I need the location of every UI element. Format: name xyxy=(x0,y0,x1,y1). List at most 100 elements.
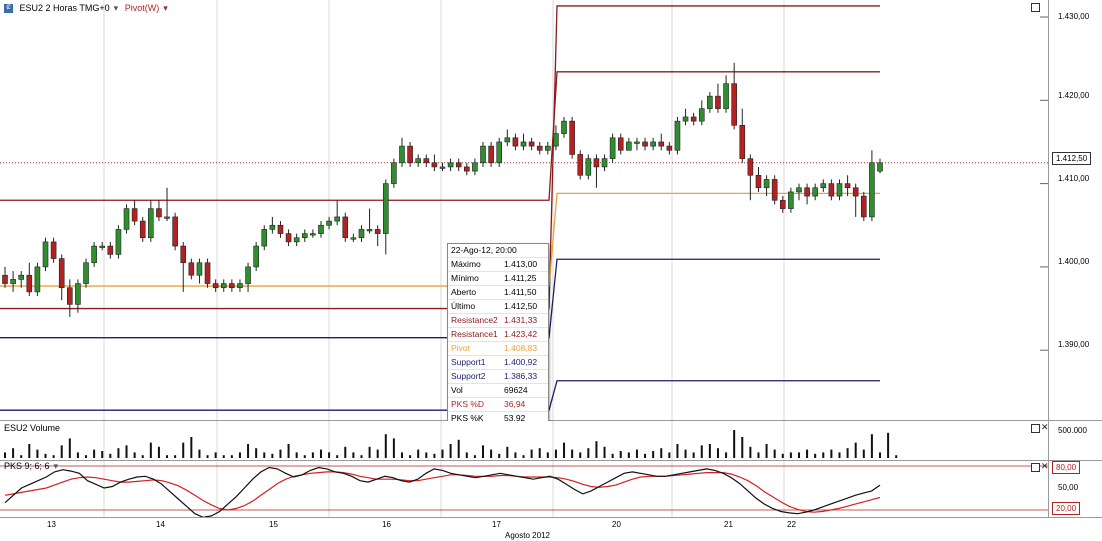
stochastic-maximize-icon[interactable] xyxy=(1031,463,1040,472)
indicator-dropdown-icon[interactable]: ▾ xyxy=(163,3,168,13)
volume-bar xyxy=(708,444,711,458)
candle-body xyxy=(464,166,470,172)
volume-bar xyxy=(360,455,363,458)
candle-body xyxy=(536,145,543,151)
volume-bar xyxy=(20,455,23,458)
candle-body xyxy=(156,208,162,218)
candle-body xyxy=(650,141,656,147)
candle-body xyxy=(164,216,170,219)
volume-bar xyxy=(814,453,817,458)
candle-body xyxy=(391,162,397,184)
volume-bar xyxy=(303,455,306,458)
symbol-dropdown-icon[interactable]: ▾ xyxy=(113,3,119,13)
candle-body xyxy=(723,83,729,109)
candle-body xyxy=(34,266,41,293)
candle-body xyxy=(455,162,462,168)
candle-body xyxy=(447,162,454,168)
volume-bar xyxy=(44,453,47,458)
volume-bar xyxy=(546,452,549,458)
volume-bar xyxy=(498,453,501,458)
volume-bar xyxy=(368,446,371,458)
pks-d-line xyxy=(4,471,881,513)
candle-body xyxy=(788,191,794,209)
candle-body xyxy=(836,183,843,197)
volume-bar xyxy=(765,444,768,458)
candle-body xyxy=(812,187,818,197)
volume-bar xyxy=(457,439,460,458)
volume-bar xyxy=(182,442,185,458)
volume-bar xyxy=(190,437,193,458)
volume-bar xyxy=(417,449,420,458)
volume-title: ESU2 Volume xyxy=(4,423,61,433)
volume-bar xyxy=(336,455,339,458)
tooltip-row: PKS %K 53,92 xyxy=(448,411,548,425)
candle-body xyxy=(869,162,875,218)
price-pane[interactable]: Ȼ ESU2 2 Horas TMG+0 ▾ Pivot(W) ▾ 1.430,00… xyxy=(0,0,1102,426)
stochastic-chart-svg xyxy=(0,461,1048,518)
candle-body xyxy=(520,141,527,147)
stochastic-close-icon[interactable]: ✕ xyxy=(1041,461,1049,471)
symbol-label[interactable]: ESU2 2 Horas TMG+0 xyxy=(19,3,110,13)
indicator-label[interactable]: Pivot(W) xyxy=(124,3,160,13)
volume-bar xyxy=(797,452,800,458)
candle-body xyxy=(75,283,81,305)
candle-body xyxy=(860,195,867,218)
pivot-line-support1 xyxy=(0,258,880,339)
price-axis[interactable]: 1.430,00 1.420,00 1.410,00 1.400,00 1.39… xyxy=(1049,0,1102,420)
candle-body xyxy=(123,208,130,230)
volume-bar xyxy=(571,449,574,458)
maximize-pane-icon[interactable] xyxy=(1031,3,1040,12)
candle-body xyxy=(310,233,316,236)
volume-bar xyxy=(635,449,638,458)
data-tooltip: 22-Ago-12, 20:00 Máximo 1.413,00 Mínimo 1.… xyxy=(447,243,549,426)
month-label: Agosto 2012 xyxy=(505,531,550,540)
candle-body xyxy=(528,141,535,147)
stoch-upper-badge: 80,00 xyxy=(1052,461,1081,474)
stochastic-label[interactable]: PKS 9; 6; 6 xyxy=(4,461,50,471)
volume-bar xyxy=(287,444,290,458)
volume-bar xyxy=(506,446,509,458)
stochastic-pane[interactable]: PKS 9; 6; 6 ▾ ✕ 80,00 50,00 20,00 xyxy=(0,461,1102,518)
volume-pane[interactable]: ESU2 Volume ✕ 500.000 xyxy=(0,421,1102,461)
price-plot-area[interactable]: Ȼ ESU2 2 Horas TMG+0 ▾ Pivot(W) ▾ xyxy=(0,0,1049,420)
stoch-mid-label: 50,00 xyxy=(1058,483,1079,492)
candle-body xyxy=(739,124,746,159)
volume-axis: 500.000 xyxy=(1049,421,1102,460)
volume-bar xyxy=(311,452,314,458)
day-label: 15 xyxy=(269,520,278,529)
candle-body xyxy=(58,258,65,289)
pks-k-line xyxy=(4,466,881,518)
candle-body xyxy=(148,208,154,239)
day-label: 21 xyxy=(724,520,733,529)
volume-plot-area[interactable]: ESU2 Volume ✕ xyxy=(0,421,1049,460)
candle-body xyxy=(852,187,859,197)
tooltip-row: Support1 1.400,92 xyxy=(448,355,548,369)
volume-bar xyxy=(93,449,96,458)
candle-body xyxy=(2,274,8,284)
volume-close-icon[interactable]: ✕ xyxy=(1041,422,1049,432)
volume-bar xyxy=(749,446,752,458)
candle-body xyxy=(212,283,219,289)
volume-bar xyxy=(85,455,88,458)
price-label: 1.430,00 xyxy=(1058,12,1090,21)
candle-body xyxy=(107,245,114,255)
candle-body xyxy=(779,199,786,209)
day-label: 14 xyxy=(156,520,165,529)
candle-body xyxy=(245,266,251,284)
candle-body xyxy=(690,116,697,122)
candle-body xyxy=(42,241,49,268)
volume-bar xyxy=(68,438,71,458)
volume-bar xyxy=(133,452,136,458)
volume-bar xyxy=(895,455,898,458)
volume-bar xyxy=(522,455,525,458)
tooltip-date: 22-Ago-12, 20:00 xyxy=(451,245,517,255)
volume-bar xyxy=(376,449,379,458)
stochastic-dropdown-icon[interactable]: ▾ xyxy=(53,461,59,471)
volume-bar xyxy=(344,446,347,458)
volume-bar xyxy=(789,452,792,458)
candle-body xyxy=(285,233,292,243)
stochastic-plot-area[interactable]: PKS 9; 6; 6 ▾ ✕ xyxy=(0,461,1049,518)
volume-bar xyxy=(384,434,387,458)
time-axis[interactable]: 13 14 15 16 17 20 21 22 Agosto 2012 xyxy=(0,517,1102,541)
volume-maximize-icon[interactable] xyxy=(1031,424,1040,433)
